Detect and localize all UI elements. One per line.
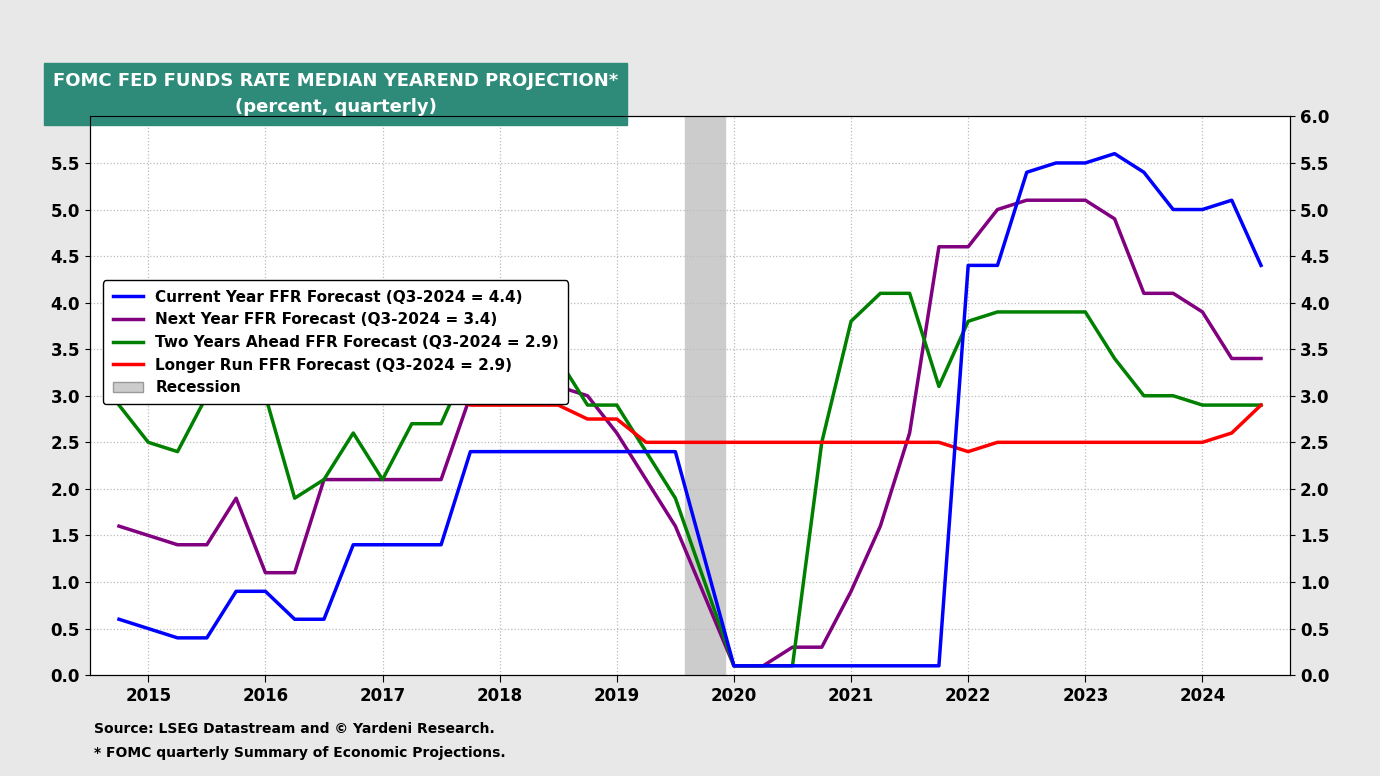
Text: FOMC FED FUNDS RATE MEDIAN YEAREND PROJECTION*
(percent, quarterly): FOMC FED FUNDS RATE MEDIAN YEAREND PROJE… xyxy=(54,72,618,116)
Text: * FOMC quarterly Summary of Economic Projections.: * FOMC quarterly Summary of Economic Pro… xyxy=(94,746,505,760)
Text: Source: LSEG Datastream and © Yardeni Research.: Source: LSEG Datastream and © Yardeni Re… xyxy=(94,722,494,736)
Legend: Current Year FFR Forecast (Q3-2024 = 4.4), Next Year FFR Forecast (Q3-2024 = 3.4: Current Year FFR Forecast (Q3-2024 = 4.4… xyxy=(104,280,569,404)
Bar xyxy=(684,116,724,675)
